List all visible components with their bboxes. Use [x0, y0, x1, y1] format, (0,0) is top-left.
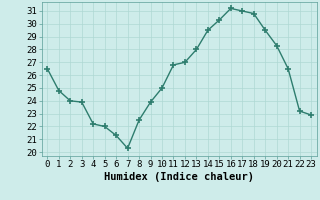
- X-axis label: Humidex (Indice chaleur): Humidex (Indice chaleur): [104, 172, 254, 182]
